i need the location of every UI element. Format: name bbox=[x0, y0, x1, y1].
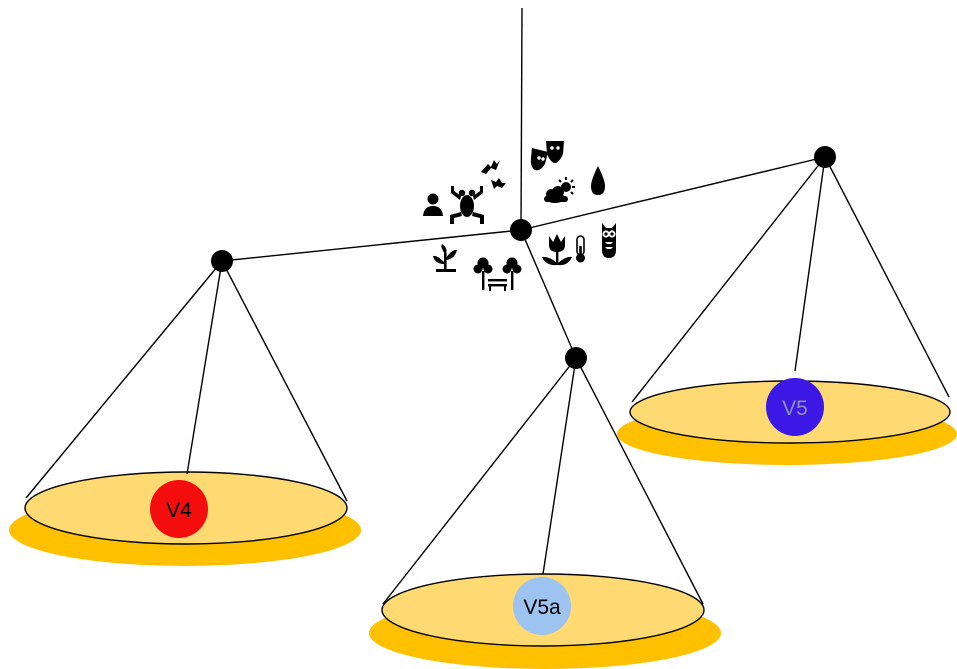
pan-v5a-label: V5a bbox=[523, 596, 561, 619]
pan-v5: V5 bbox=[617, 156, 957, 465]
thermometer-icon bbox=[576, 235, 585, 263]
trees-bench-icon bbox=[473, 257, 522, 291]
pan-v4: V4 bbox=[9, 260, 361, 566]
beam-right bbox=[520, 156, 826, 231]
pan-v4-badge bbox=[150, 480, 208, 538]
pan-v5a-string-center bbox=[542, 357, 577, 575]
person-icon bbox=[423, 193, 443, 216]
pan-v5-badge bbox=[766, 378, 824, 436]
tulip-icon bbox=[542, 234, 572, 266]
pan-v5a-string-left bbox=[382, 357, 577, 605]
pivot-node-bottom bbox=[565, 347, 587, 369]
pan-v5-label: V5 bbox=[782, 397, 808, 420]
pan-v5a-badge bbox=[513, 577, 571, 635]
pan-v4-string-right bbox=[221, 260, 348, 502]
hub-icons bbox=[423, 141, 616, 291]
theater-masks-icon bbox=[530, 141, 564, 171]
owl-icon bbox=[602, 223, 616, 258]
beam-down bbox=[520, 229, 577, 359]
suspension-line bbox=[520, 7, 523, 231]
pan-v5a-string-right bbox=[575, 357, 704, 605]
bats-icon bbox=[481, 160, 506, 189]
pan-v5-string-left bbox=[631, 156, 826, 403]
water-drop-icon bbox=[591, 166, 605, 195]
frog-icon bbox=[450, 186, 484, 224]
pan-v5-string-right bbox=[824, 156, 950, 398]
scale-frame bbox=[221, 7, 826, 359]
pan-v5a: V5a bbox=[369, 357, 721, 669]
pan-v4-string-center bbox=[186, 260, 223, 475]
sun-cloud-icon bbox=[544, 177, 575, 203]
pivot-nodes bbox=[211, 146, 836, 369]
pivot-node-left bbox=[211, 250, 233, 272]
pivot-node-center bbox=[510, 219, 532, 241]
beam-left bbox=[221, 229, 522, 262]
plant-icon bbox=[433, 244, 457, 272]
pan-v4-string-left bbox=[25, 260, 223, 499]
pan-v5-string-center bbox=[794, 156, 826, 372]
pan-v4-label: V4 bbox=[166, 499, 192, 522]
pivot-node-right bbox=[814, 146, 836, 168]
